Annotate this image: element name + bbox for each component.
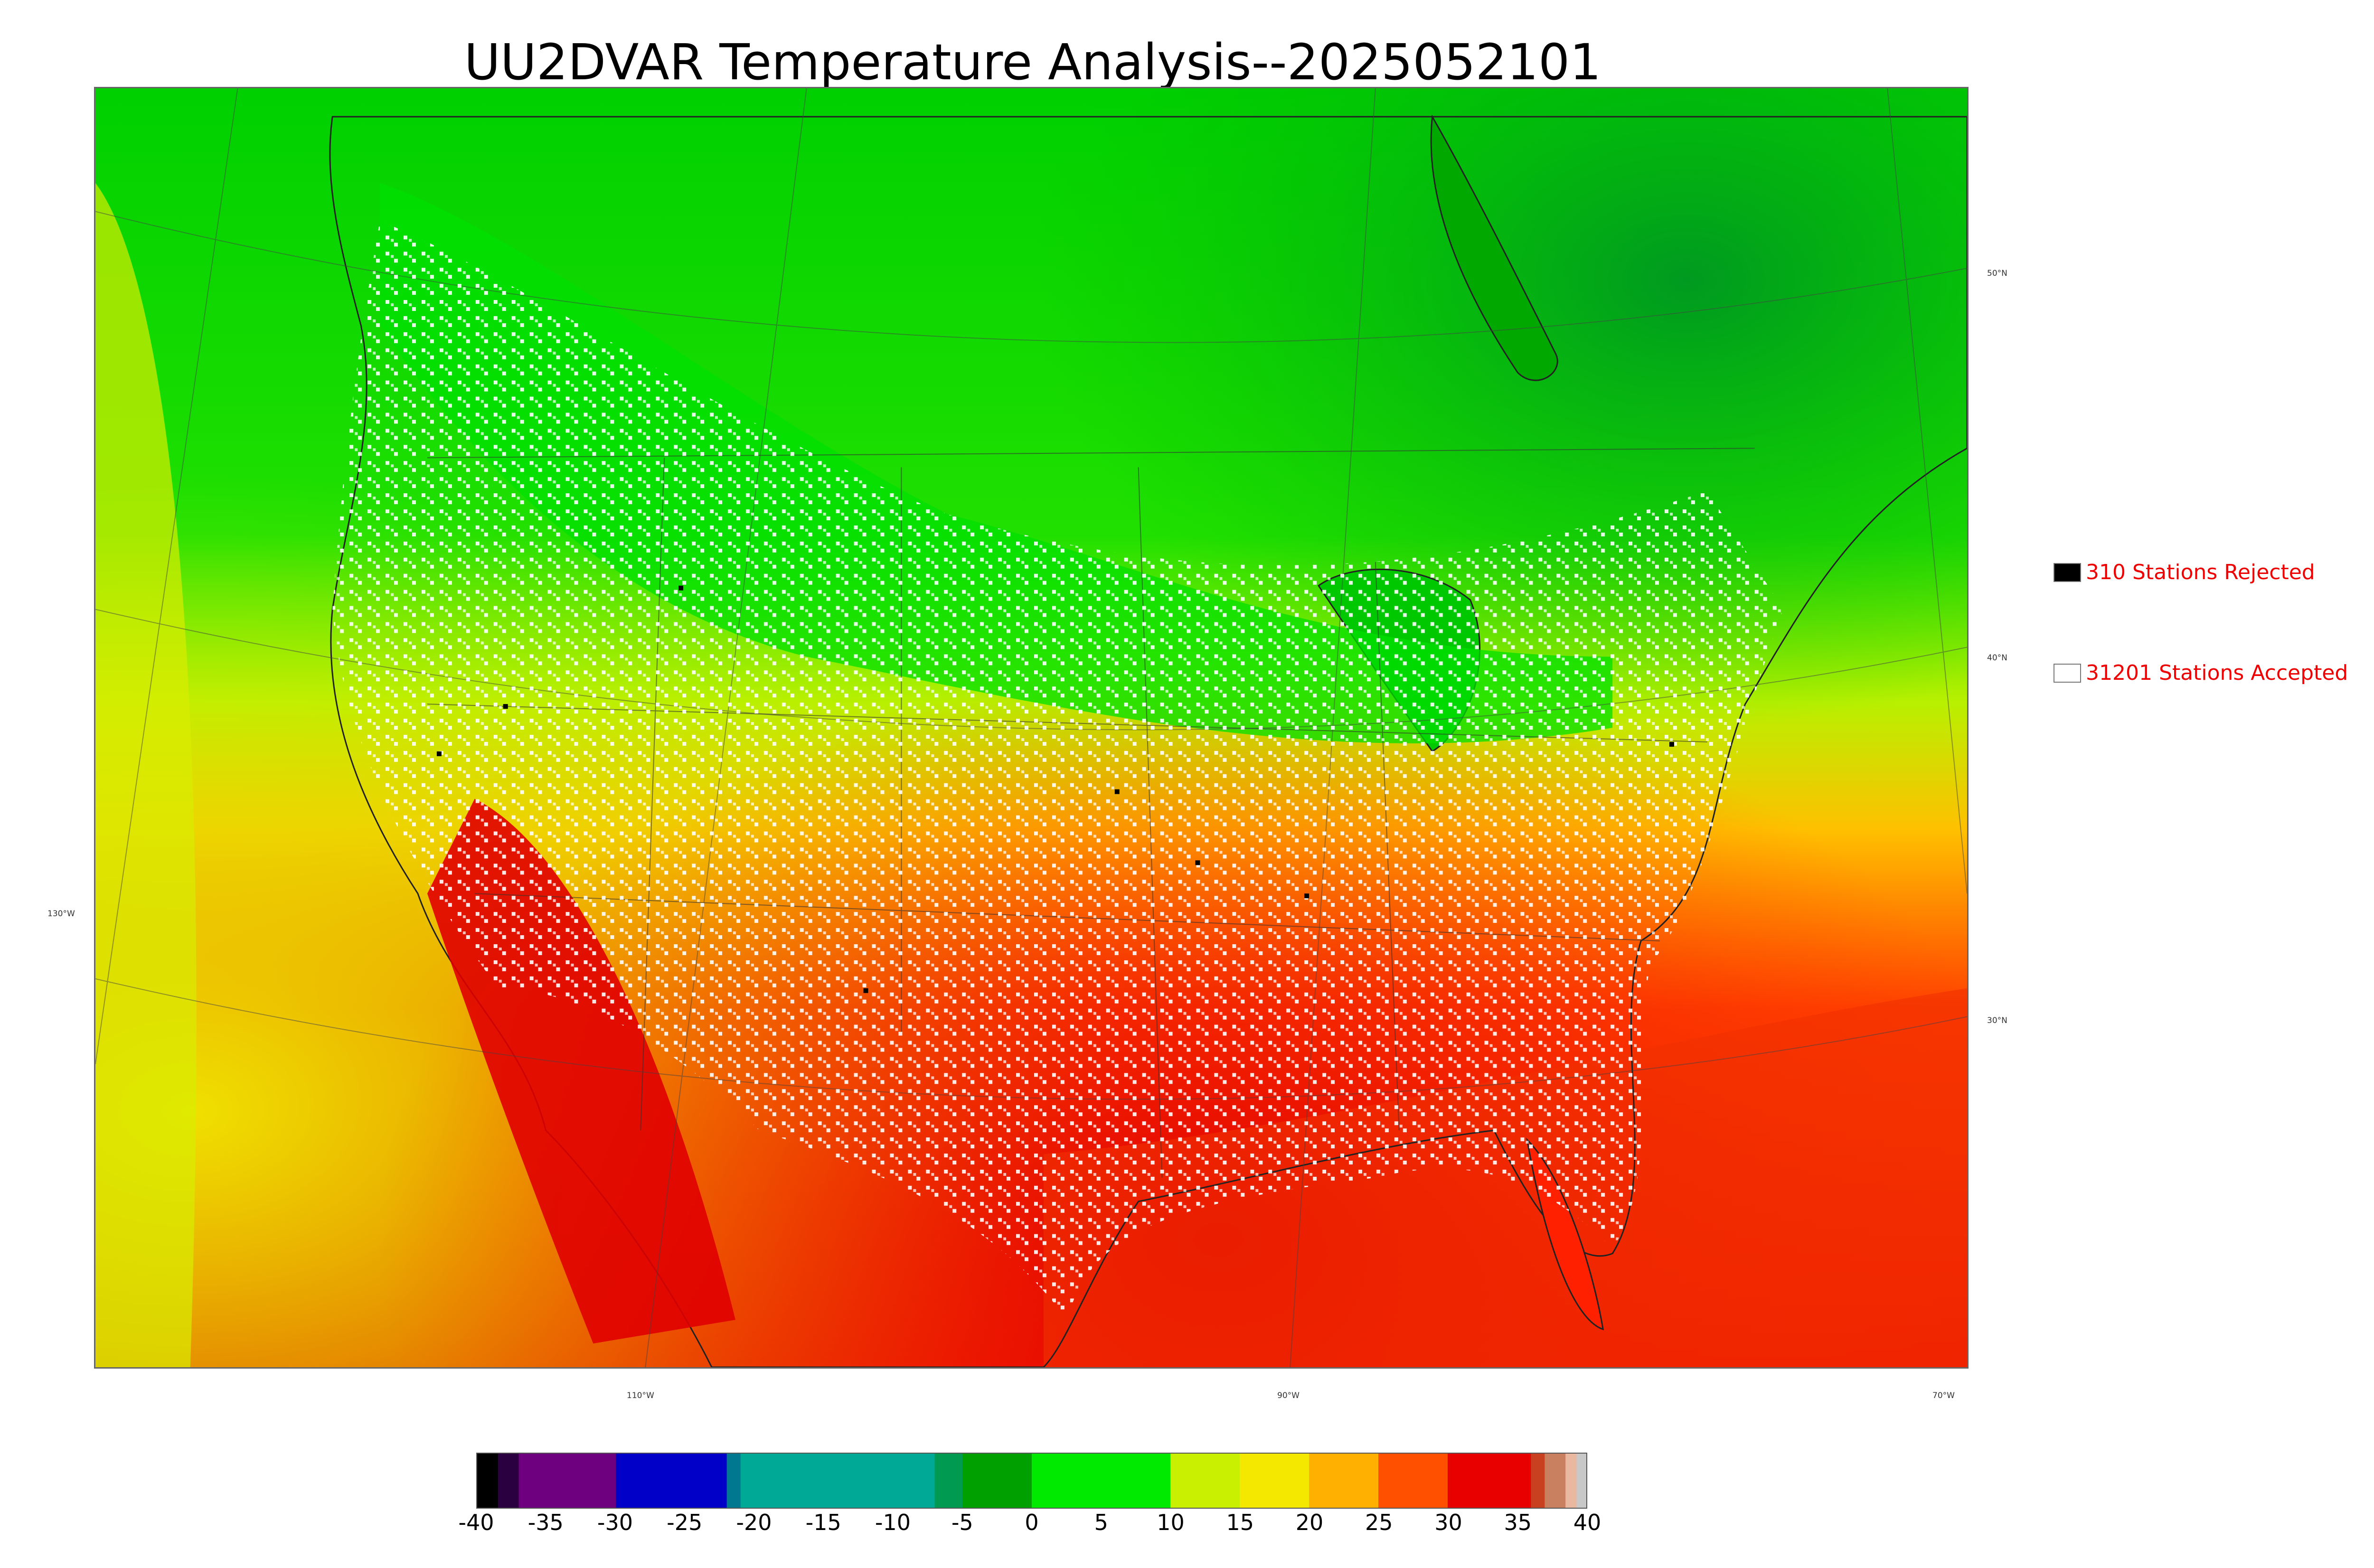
legend-accepted: 31201 Stations Accepted <box>2054 661 2348 685</box>
colorbar-segment <box>1531 1454 1545 1508</box>
colorbar-tick-label: 15 <box>1226 1510 1254 1535</box>
hudson-bay <box>1430 114 1558 381</box>
temperature-map <box>94 87 1969 1369</box>
legend-accepted-label: 31201 Stations Accepted <box>2086 661 2348 685</box>
colorbar-tick-label: -10 <box>875 1510 911 1535</box>
colorbar-tick-label: -15 <box>805 1510 841 1535</box>
lon-label-70w: 70°W <box>1932 1391 1955 1400</box>
colorbar-tick-label: -30 <box>597 1510 633 1535</box>
colorbar-segment <box>962 1454 1032 1508</box>
colorbar-segment <box>1240 1454 1309 1508</box>
temperature-colorbar <box>476 1453 1587 1509</box>
lon-label-110w: 110°W <box>627 1391 654 1400</box>
colorbar-tick-label: -25 <box>667 1510 703 1535</box>
colorbar-segment <box>1565 1454 1577 1508</box>
colorbar-segment <box>1448 1454 1531 1508</box>
colorbar-segment <box>1576 1454 1586 1508</box>
colorbar-tick-label: 10 <box>1157 1510 1185 1535</box>
lat-label-30n: 30°N <box>1987 1016 2007 1025</box>
colorbar-tick-label: -35 <box>528 1510 564 1535</box>
lat-label-50n: 50°N <box>1987 269 2007 278</box>
colorbar-segment <box>740 1454 935 1508</box>
colorbar-ticks: -40 -35 -30 -25 -20 -15 -10 -5 0 5 10 15 20 25 30 35 40 <box>458 1510 1601 1538</box>
lat-label-40n: 40°N <box>1987 653 2007 663</box>
colorbar-segment <box>518 1454 616 1508</box>
colorbar-segment <box>1545 1454 1566 1508</box>
colorbar-segment <box>934 1454 963 1508</box>
rejected-stations <box>436 585 1674 993</box>
colorbar-tick-label: 0 <box>1025 1510 1039 1535</box>
colorbar-tick-label: -20 <box>736 1510 772 1535</box>
legend-rejected: 310 Stations Rejected <box>2054 560 2315 584</box>
colorbar-tick-label: 40 <box>1573 1510 1602 1535</box>
colorbar-tick-label: -5 <box>951 1510 973 1535</box>
colorbar-segment <box>1378 1454 1448 1508</box>
colorbar-tick-label: 35 <box>1504 1510 1532 1535</box>
map-title: UU2DVAR Temperature Analysis--2025052101 <box>464 33 1602 91</box>
colorbar-segment <box>616 1454 727 1508</box>
colorbar-tick-label: 30 <box>1434 1510 1462 1535</box>
colorbar-tick-label: 5 <box>1094 1510 1108 1535</box>
lon-label-130w: 130°W <box>47 909 75 919</box>
colorbar-tick-label: -40 <box>458 1510 494 1535</box>
legend-rejected-label: 310 Stations Rejected <box>2086 560 2315 584</box>
colorbar-segment <box>726 1454 741 1508</box>
colorbar-segment <box>1309 1454 1379 1508</box>
accepted-stations <box>332 221 1783 1320</box>
colorbar-tick-label: 20 <box>1295 1510 1324 1535</box>
colorbar-segment <box>1032 1454 1171 1508</box>
colorbar-segment <box>498 1454 519 1508</box>
colorbar-segment <box>1170 1454 1240 1508</box>
legend-rejected-swatch <box>2054 563 2081 582</box>
lon-label-90w: 90°W <box>1277 1391 1300 1400</box>
colorbar-segment <box>477 1454 499 1508</box>
legend-accepted-swatch <box>2054 663 2081 683</box>
colorbar-tick-label: 25 <box>1365 1510 1393 1535</box>
temperature-field <box>95 88 1967 1367</box>
